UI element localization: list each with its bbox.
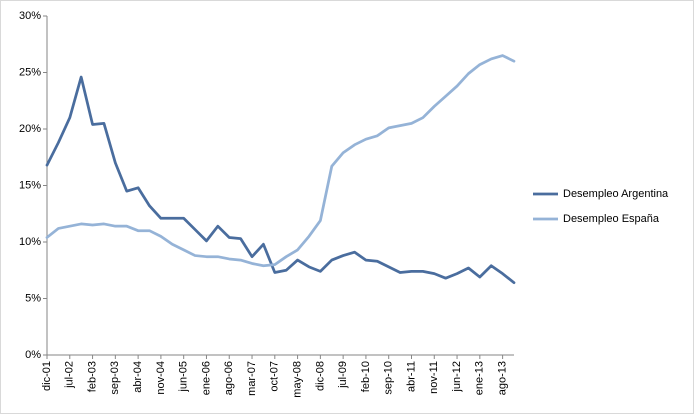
x-tick-label: jun-05 [178,361,190,393]
y-tick-label: 20% [19,123,41,135]
series-line [45,75,516,285]
x-tick-label: abr-11 [405,361,417,392]
x-tick-label: sep-03 [109,361,121,395]
y-tick-label: 5% [25,292,41,304]
x-tick-label: mar-07 [246,361,258,396]
x-tick-label: feb-10 [360,361,372,392]
x-tick-label: jun-12 [451,361,463,393]
y-tick-label: 10% [19,236,41,248]
x-tick-label: ene-06 [200,361,212,395]
x-tick-label: ago-06 [223,361,235,395]
x-tick-label: may-08 [291,361,303,398]
x-tick-label: ene-13 [474,361,486,395]
y-tick-label: 30% [19,10,41,22]
x-tick-label: nov-11 [428,361,440,394]
series-line [45,54,516,268]
x-tick-label: jul-02 [64,361,76,389]
x-tick-label: feb-03 [86,361,98,392]
x-tick-label: oct-07 [269,361,281,392]
x-tick-label: dic-01 [41,361,53,391]
x-tick-label: sep-10 [383,361,395,395]
x-tick-label: nov-04 [155,361,167,395]
y-tick-label: 25% [19,66,41,78]
legend-label: Desempleo Argentina [563,188,669,200]
y-tick-label: 0% [25,349,41,361]
y-tick-label: 15% [19,179,41,191]
x-tick-label: dic-08 [314,361,326,391]
x-tick-label: abr-04 [132,361,144,393]
legend-label: Desempleo España [563,213,660,225]
x-tick-label: jul-09 [337,361,349,389]
x-tick-label: ago-13 [497,361,509,395]
